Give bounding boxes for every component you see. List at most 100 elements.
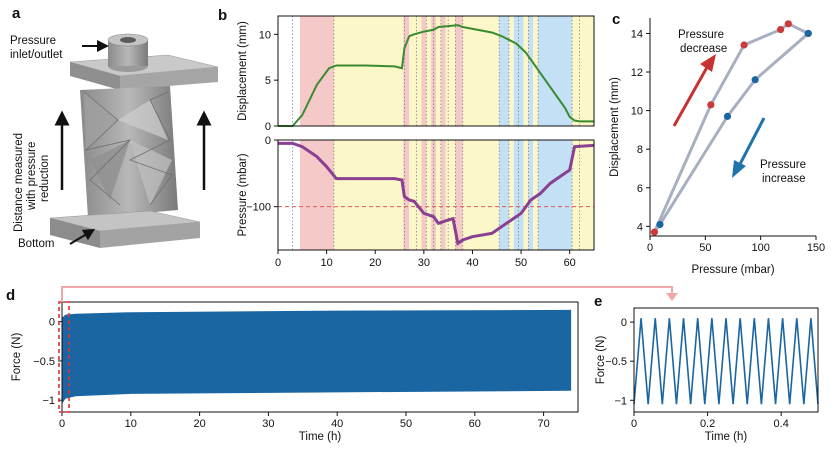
y-tick-label-1: −100	[246, 202, 271, 214]
y-tick-label-0: 0	[49, 317, 55, 329]
hysteresis-plot: 4 6 8 10 12 14 0 50 100 150 Pressure (mbar) Displac…	[609, 18, 825, 276]
displacement-line	[278, 24, 594, 127]
label-distance-3: reduction	[39, 155, 51, 202]
decrease-point-3	[776, 25, 785, 34]
force-zoom-plot: 0 −0.5 −1 0 0.2 0.4 Time (h) Force (N)	[595, 307, 819, 443]
axes-frame	[277, 15, 595, 127]
x-tick-label-1: 0.2	[700, 418, 715, 430]
increase-point-0	[656, 220, 664, 229]
red-arrow-head	[700, 54, 716, 72]
band-bottom-1	[333, 140, 404, 250]
panel-a: a Pressure inlet/outlet	[10, 5, 219, 250]
displacement-plot: 0 5 10 Displacement (mm)	[237, 15, 595, 133]
actuator-illustration	[49, 33, 219, 248]
panel-d: d 0 −0.5 −1 0 10 20 30 40 50 60 70 Time (h) Force (N…	[6, 286, 678, 443]
y-axis-label: Force (N)	[595, 336, 607, 385]
x-tick-label-7: 70	[537, 418, 549, 430]
y-tick-label-0: 0	[621, 317, 627, 329]
axes-frame	[61, 301, 579, 413]
decrease-point-1	[707, 101, 715, 109]
band-2	[403, 16, 410, 126]
panel-b: b 0 5 10 Displacement (mm) 0 −100 0 10 20 30 40 50…	[218, 7, 595, 269]
x-tick-label-0: 0	[647, 242, 653, 254]
band-13	[508, 16, 514, 126]
increase-point-1	[723, 112, 732, 120]
band-bottom-4	[421, 140, 427, 250]
band-19	[572, 16, 594, 126]
x-tick-label-0: 0	[275, 257, 281, 269]
force-long-plot: 0 −0.5 −1 0 10 20 30 40 50 60 70 Time (h) Force (N)	[11, 301, 579, 443]
x-tick-label-2: 20	[193, 418, 205, 430]
label-inlet-outlet: inlet/outlet	[10, 49, 63, 61]
decrease-point-2	[740, 41, 748, 49]
force-envelope	[62, 309, 572, 405]
band-7	[436, 16, 441, 126]
label-bottom: Bottom	[18, 238, 54, 250]
bottom-arrow	[69, 228, 96, 245]
y-tick-label-5: 14	[631, 28, 643, 40]
x-tick-label-2: 0.4	[774, 418, 789, 430]
band-bottom-7	[436, 140, 441, 250]
x-tick-label-0: 0	[59, 418, 65, 430]
decrease-point-4	[784, 20, 792, 28]
x-tick-label-6: 60	[469, 418, 481, 430]
band-10	[455, 16, 463, 126]
y-tick-label-1: 6	[637, 183, 643, 195]
band-4	[421, 16, 427, 126]
band-bottom-12	[499, 140, 509, 250]
force-zoom-line	[633, 318, 819, 405]
x-axis-label: Pressure (mbar)	[691, 264, 774, 276]
band-9	[445, 16, 456, 126]
increase-path	[658, 32, 810, 226]
zoom-region-box	[58, 301, 70, 413]
band-bottom-15	[523, 140, 529, 250]
increase-point-2	[751, 76, 759, 84]
annotation-pressure-increase-1: Pressure	[760, 159, 806, 171]
y-tick-label-1: −0.5	[605, 356, 627, 368]
y-axis-label: Force (N)	[11, 333, 23, 382]
x-tick-label-4: 40	[331, 418, 343, 430]
y-axis-label: Displacement (mm)	[237, 21, 249, 121]
band-5	[426, 16, 432, 126]
band-18	[538, 16, 573, 126]
y-axis-label: Pressure (mbar)	[237, 153, 249, 236]
band-bottom-8	[440, 140, 446, 250]
x-tick-label-3: 30	[418, 257, 430, 269]
y-tick-label-0: 0	[265, 135, 271, 147]
band-15	[523, 16, 529, 126]
panel-label-a: a	[12, 5, 21, 22]
x-tick-label-3: 30	[262, 418, 274, 430]
blue-arrow-head	[732, 160, 746, 178]
band-11	[462, 16, 500, 126]
x-tick-label-2: 100	[751, 242, 769, 254]
panel-label-e: e	[594, 293, 602, 310]
annotation-pressure-decrease-1: Pressure	[678, 29, 724, 41]
y-tick-label-2: −1	[42, 395, 55, 407]
band-bottom-18	[538, 140, 573, 250]
x-tick-label-3: 150	[807, 242, 825, 254]
band-3	[409, 16, 422, 126]
blue-arrow	[736, 117, 766, 169]
band-8	[440, 16, 446, 126]
y-tick-label-1: −0.5	[33, 356, 55, 368]
band-bottom-9	[445, 140, 456, 250]
x-tick-label-1: 10	[320, 257, 332, 269]
x-tick-label-5: 50	[515, 257, 527, 269]
band-12	[499, 16, 509, 126]
y-tick-label-4: 12	[631, 67, 643, 79]
band-bottom-2	[403, 140, 410, 250]
x-tick-label-0: 0	[631, 418, 637, 430]
band-17	[533, 16, 539, 126]
y-tick-label-2: −1	[614, 395, 627, 407]
band-bottom-10	[455, 140, 463, 250]
panel-label-d: d	[6, 287, 15, 304]
band-6	[431, 16, 436, 126]
band-bottom-6	[431, 140, 436, 250]
x-tick-label-1: 50	[699, 242, 711, 254]
label-pressure-inlet: Pressure	[10, 35, 56, 47]
x-axis-label: Time (h)	[299, 431, 342, 443]
band-bottom-14	[513, 140, 524, 250]
y-tick-label-0: 4	[637, 221, 643, 233]
band-bottom-13	[508, 140, 514, 250]
